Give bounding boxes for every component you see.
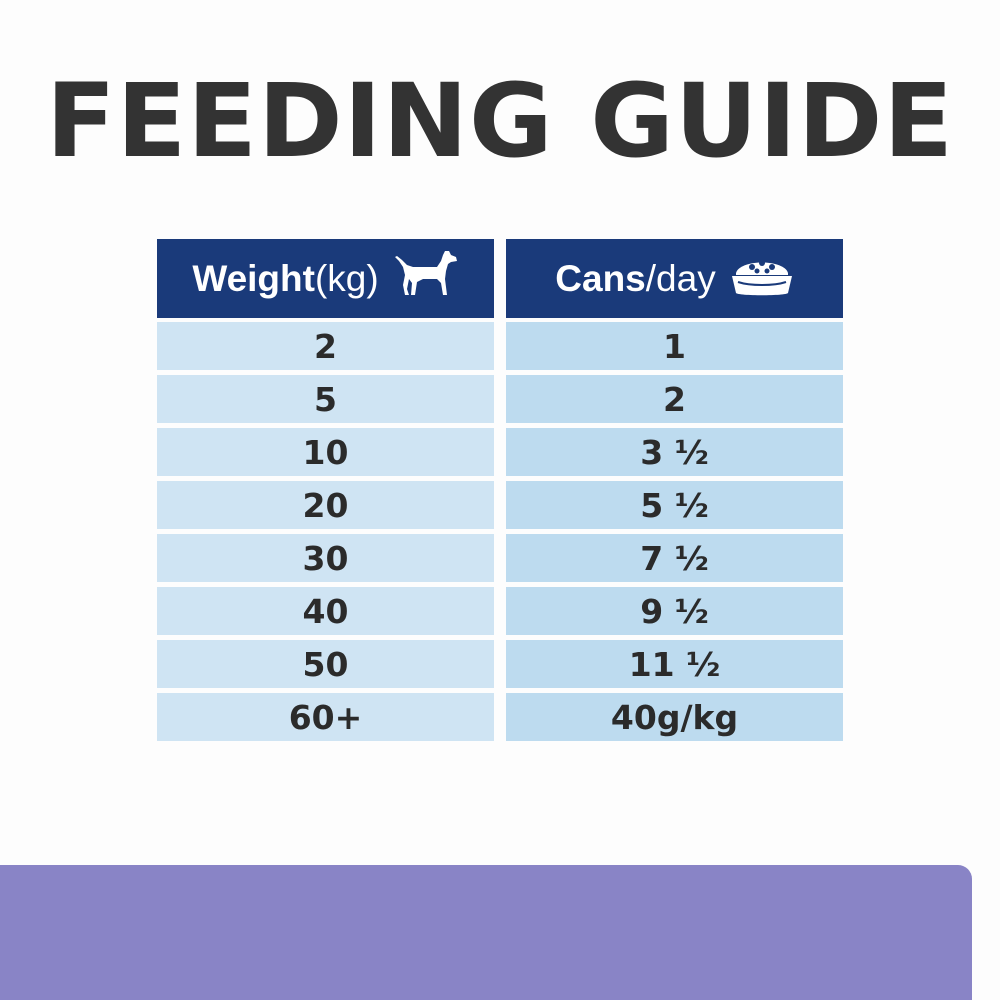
table-header-row: Weight (kg) Cans/day [157, 239, 843, 318]
feeding-table: Weight (kg) Cans/day [157, 239, 843, 741]
table-row: 5 2 [157, 375, 843, 423]
food-bowl-icon [730, 251, 794, 306]
bottom-color-band [0, 865, 972, 1000]
cans-cell: 11 ½ [506, 640, 843, 688]
weight-cell: 50 [157, 640, 494, 688]
header-cans: Cans/day [506, 239, 843, 318]
page-title: FEEDING GUIDE [45, 62, 955, 181]
cans-cell: 2 [506, 375, 843, 423]
cans-cell: 40g/kg [506, 693, 843, 741]
header-cans-label: Cans [555, 257, 646, 299]
cans-cell: 1 [506, 322, 843, 370]
weight-cell: 60+ [157, 693, 494, 741]
cans-cell: 5 ½ [506, 481, 843, 529]
cans-cell: 3 ½ [506, 428, 843, 476]
table-row: 60+ 40g/kg [157, 693, 843, 741]
table-row: 10 3 ½ [157, 428, 843, 476]
header-weight-label: Weight [192, 257, 315, 299]
weight-cell: 5 [157, 375, 494, 423]
dog-icon [393, 249, 459, 308]
cans-cell: 9 ½ [506, 587, 843, 635]
table-row: 2 1 [157, 322, 843, 370]
table-row: 50 11 ½ [157, 640, 843, 688]
weight-cell: 30 [157, 534, 494, 582]
table-row: 40 9 ½ [157, 587, 843, 635]
weight-cell: 20 [157, 481, 494, 529]
weight-cell: 2 [157, 322, 494, 370]
header-weight-unit: (kg) [314, 257, 379, 299]
table-row: 30 7 ½ [157, 534, 843, 582]
header-cans-unit: /day [645, 257, 716, 299]
header-weight: Weight (kg) [157, 239, 494, 318]
weight-cell: 40 [157, 587, 494, 635]
cans-cell: 7 ½ [506, 534, 843, 582]
table-row: 20 5 ½ [157, 481, 843, 529]
weight-cell: 10 [157, 428, 494, 476]
table-body: 2 1 5 2 10 3 ½ 20 5 ½ 30 7 ½ 40 9 ½ 50 1… [157, 322, 843, 741]
